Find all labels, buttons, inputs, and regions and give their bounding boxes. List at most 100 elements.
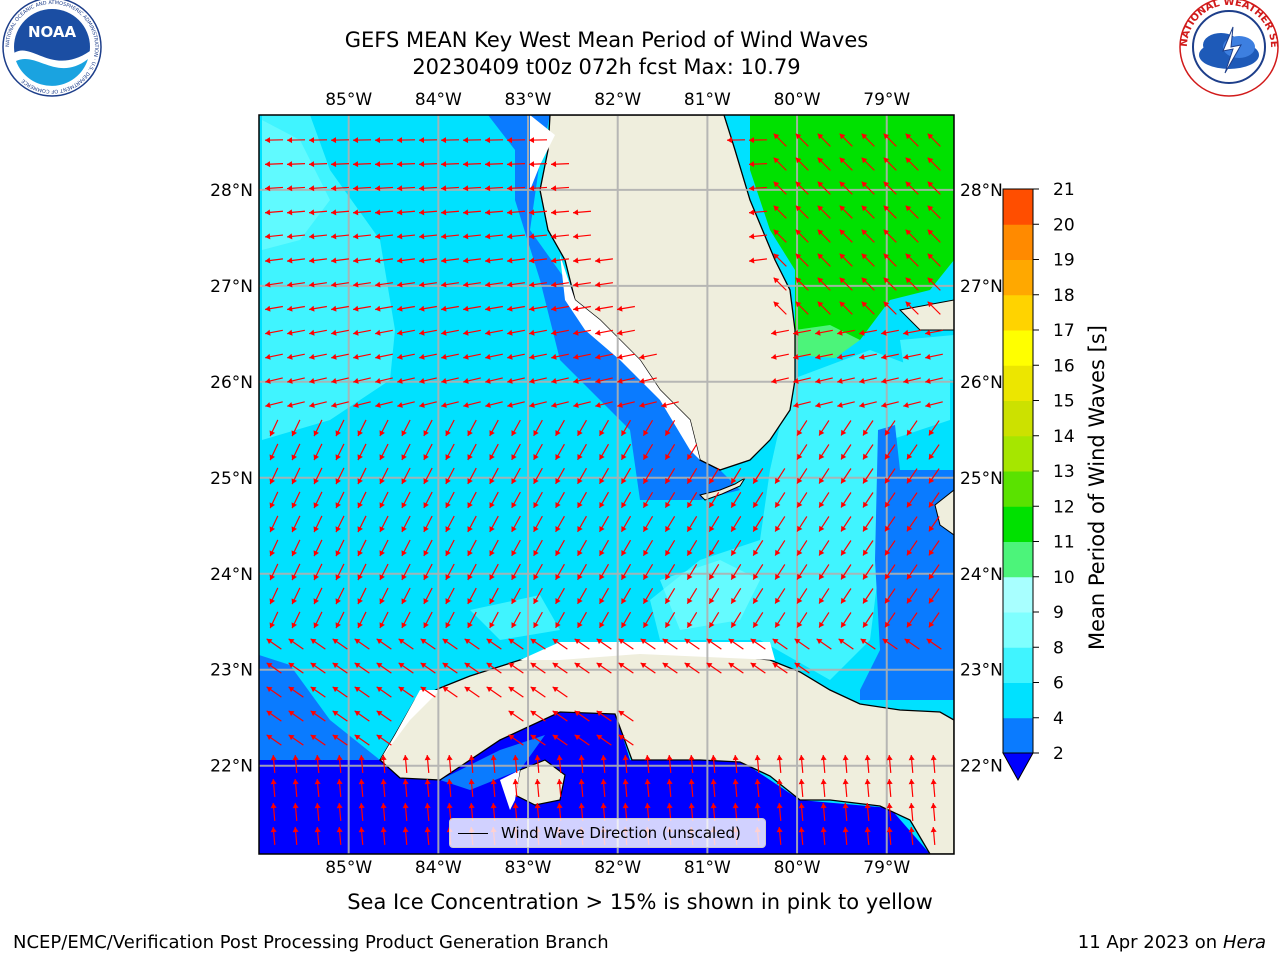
wind-wave-arrowhead <box>837 329 843 336</box>
wind-wave-arrowhead <box>903 377 909 384</box>
wind-wave-arrowhead <box>507 329 513 336</box>
wind-wave-arrowhead <box>551 377 557 384</box>
wind-wave-arrowhead <box>291 502 297 509</box>
wind-wave-arrowhead <box>905 301 912 308</box>
wind-wave-arrowhead <box>842 779 849 785</box>
wind-wave-arrowhead <box>864 803 871 809</box>
wind-wave-arrowhead <box>375 305 381 312</box>
chart-title-line-1: GEFS MEAN Key West Mean Period of Wind W… <box>344 28 869 52</box>
wind-wave-arrowhead <box>710 755 717 761</box>
wind-wave-arrowhead <box>577 549 583 556</box>
wind-wave-arrowhead <box>265 281 271 288</box>
wind-wave-arrowhead <box>530 638 537 645</box>
wind-wave-arrowhead <box>706 638 713 645</box>
wind-wave-arrowhead <box>551 233 557 240</box>
wind-wave-arrowhead <box>863 453 869 460</box>
wind-wave-arrowhead <box>776 803 783 809</box>
wind-wave-arrowhead <box>265 233 271 240</box>
wind-wave-direction-arrows <box>264 133 943 846</box>
wind-wave-arrowhead <box>489 550 495 556</box>
wind-wave-arrowhead <box>508 734 515 741</box>
wind-wave-arrowhead <box>353 402 359 408</box>
wind-wave-arrowhead <box>883 277 890 284</box>
wind-wave-arrowhead <box>445 574 451 580</box>
colorbar-tick-label: 14 <box>1053 427 1075 447</box>
wind-wave-arrowhead <box>287 377 293 384</box>
wind-wave-arrowhead <box>287 209 293 216</box>
wind-wave-arrowhead <box>863 525 869 532</box>
wind-wave-arrowhead <box>353 377 359 384</box>
wind-wave-arrowhead <box>906 597 913 604</box>
wind-wave-arrowhead <box>732 755 739 761</box>
wind-wave-arrowhead <box>662 662 669 669</box>
wind-wave-arrowhead <box>820 755 827 761</box>
wind-wave-arrowhead <box>819 501 825 508</box>
wind-wave-arrowhead <box>817 157 824 164</box>
wind-wave-arrowhead <box>776 779 783 785</box>
wind-wave-arrowhead <box>375 209 381 216</box>
wind-wave-arrowhead <box>313 454 319 461</box>
wind-wave-arrowhead <box>314 803 321 809</box>
wind-wave-arrowhead <box>331 353 337 360</box>
wind-wave-arrowhead <box>270 803 277 809</box>
wind-wave-arrowhead <box>841 549 847 556</box>
wind-wave-arrowhead <box>731 621 737 628</box>
wind-wave-arrowhead <box>928 597 935 604</box>
wind-wave-arrowhead <box>622 755 629 761</box>
wind-wave-arrowhead <box>797 597 803 604</box>
colorbar-tick-label: 11 <box>1053 533 1075 553</box>
colorbar-tick-label: 19 <box>1053 251 1075 271</box>
wind-wave-arrowhead <box>534 779 541 785</box>
wind-wave-arrowhead <box>331 233 337 240</box>
wind-wave-arrowhead <box>644 755 651 761</box>
wind-wave-arrowhead <box>379 454 385 461</box>
lon-tick-label-bottom: 79°W <box>863 858 910 878</box>
wind-wave-arrowhead <box>863 621 869 628</box>
wind-wave-arrowhead <box>423 550 429 556</box>
wind-wave-arrowhead <box>468 755 475 761</box>
wind-wave-arrowhead <box>819 621 825 628</box>
wind-wave-arrowhead <box>599 501 605 508</box>
wind-wave-arrowhead <box>884 501 891 508</box>
wind-wave-arrowhead <box>643 477 649 484</box>
wind-wave-arrowhead <box>906 549 913 556</box>
wind-wave-arrowhead <box>529 137 535 144</box>
wind-wave-arrowhead <box>617 329 623 336</box>
wind-wave-arrowhead <box>265 402 271 408</box>
wind-wave-arrowhead <box>309 402 315 408</box>
wind-wave-arrowhead <box>490 779 497 785</box>
wind-wave-arrowhead <box>794 638 801 645</box>
footer-credit: NCEP/EMC/Verification Post Processing Pr… <box>13 932 609 953</box>
wind-wave-arrowhead <box>533 526 539 532</box>
wind-wave-arrowhead <box>665 573 671 580</box>
lon-tick-label-bottom: 80°W <box>774 858 821 878</box>
wind-wave-arrowhead <box>309 161 315 168</box>
wind-wave-arrowhead <box>402 803 409 809</box>
wind-wave-arrowhead <box>266 734 273 741</box>
wind-wave-arrowhead <box>331 161 337 168</box>
wind-wave-arrowhead <box>269 574 276 581</box>
wind-wave-arrowhead <box>861 181 868 188</box>
wind-wave-arrowhead <box>380 827 387 833</box>
wind-wave-arrowhead <box>928 549 935 556</box>
wind-wave-arrowhead <box>749 137 755 144</box>
wind-wave-arrowhead <box>332 710 339 717</box>
wind-wave-arrowhead <box>795 133 802 140</box>
wind-wave-arrowhead <box>551 257 557 264</box>
wind-wave-arrowhead <box>357 502 363 509</box>
wind-wave-arrowhead <box>573 377 579 384</box>
wind-wave-arrowhead <box>441 353 447 360</box>
wind-wave-arrowhead <box>599 549 605 556</box>
wind-wave-arrowhead <box>331 281 337 288</box>
wind-wave-arrowhead <box>883 157 890 164</box>
wind-wave-arrowhead <box>402 755 409 761</box>
lon-tick-label-bottom: 81°W <box>684 858 731 878</box>
wind-wave-arrowhead <box>793 353 799 360</box>
wind-wave-arrowhead <box>485 257 491 264</box>
wind-wave-arrowhead <box>511 502 517 508</box>
wind-wave-arrowhead <box>467 574 473 580</box>
wind-wave-arrowhead <box>776 827 783 833</box>
wind-wave-arrowhead <box>485 209 491 216</box>
wind-wave-arrowhead <box>357 526 363 533</box>
wind-wave-arrowhead <box>556 755 563 761</box>
